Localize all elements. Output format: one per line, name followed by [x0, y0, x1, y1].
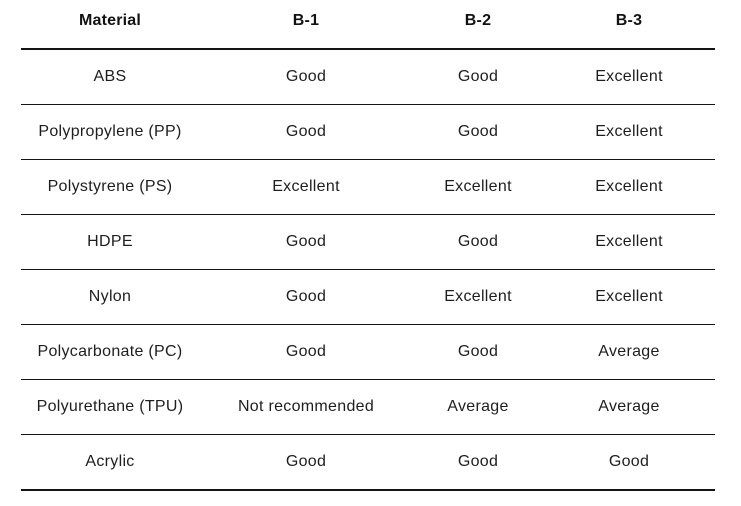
cell-b3: Excellent — [543, 269, 715, 325]
table-row: ABS Good Good Excellent — [21, 49, 715, 105]
column-header-b1: B-1 — [199, 0, 413, 50]
column-header-b2: B-2 — [413, 0, 543, 50]
cell-material: Nylon — [21, 269, 199, 325]
cell-b1: Good — [199, 49, 413, 105]
table-row: Polypropylene (PP) Good Good Excellent — [21, 104, 715, 160]
cell-b2: Good — [413, 434, 543, 491]
cell-b2: Good — [413, 104, 543, 160]
table-row: Polystyrene (PS) Excellent Excellent Exc… — [21, 159, 715, 215]
column-header-b3: B-3 — [543, 0, 715, 50]
cell-material: ABS — [21, 49, 199, 105]
table-row: Acrylic Good Good Good — [21, 434, 715, 491]
cell-b3: Excellent — [543, 159, 715, 215]
cell-b2: Excellent — [413, 269, 543, 325]
cell-b2: Average — [413, 379, 543, 435]
cell-b3: Good — [543, 434, 715, 491]
cell-b2: Good — [413, 214, 543, 270]
table-row: Polycarbonate (PC) Good Good Average — [21, 324, 715, 380]
material-compatibility-table: Material B-1 B-2 B-3 ABS Good Good Excel… — [21, 0, 715, 491]
column-header-material: Material — [21, 0, 199, 50]
cell-b3: Excellent — [543, 104, 715, 160]
cell-material: Polystyrene (PS) — [21, 159, 199, 215]
cell-material: Polycarbonate (PC) — [21, 324, 199, 380]
cell-material: Polyurethane (TPU) — [21, 379, 199, 435]
cell-material: Acrylic — [21, 434, 199, 491]
table-row: Nylon Good Excellent Excellent — [21, 269, 715, 325]
cell-b3: Average — [543, 379, 715, 435]
cell-b1: Good — [199, 269, 413, 325]
cell-b3: Excellent — [543, 214, 715, 270]
cell-b2: Good — [413, 324, 543, 380]
cell-b1: Good — [199, 214, 413, 270]
cell-b3: Average — [543, 324, 715, 380]
cell-material: Polypropylene (PP) — [21, 104, 199, 160]
cell-material: HDPE — [21, 214, 199, 270]
cell-b1: Not recommended — [199, 379, 413, 435]
cell-b1: Good — [199, 434, 413, 491]
cell-b2: Excellent — [413, 159, 543, 215]
cell-b1: Good — [199, 324, 413, 380]
cell-b2: Good — [413, 49, 543, 105]
table-header-row: Material B-1 B-2 B-3 — [21, 0, 715, 50]
cell-b1: Excellent — [199, 159, 413, 215]
table-row: HDPE Good Good Excellent — [21, 214, 715, 270]
table-row: Polyurethane (TPU) Not recommended Avera… — [21, 379, 715, 435]
cell-b1: Good — [199, 104, 413, 160]
cell-b3: Excellent — [543, 49, 715, 105]
